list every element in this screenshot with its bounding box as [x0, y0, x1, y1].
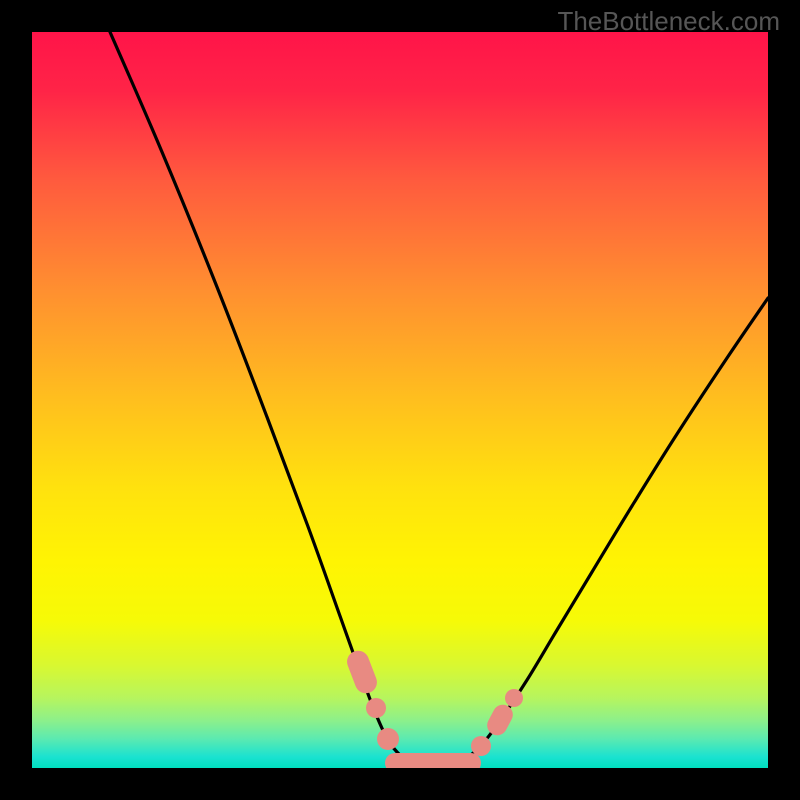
salmon-blob-0 — [385, 753, 481, 768]
stage: TheBottleneck.com — [0, 0, 800, 800]
watermark-text: TheBottleneck.com — [557, 6, 780, 37]
curve-path — [110, 32, 768, 767]
salmon-blob-6 — [505, 689, 523, 707]
salmon-blob-3 — [377, 728, 399, 750]
plot-area — [32, 32, 768, 768]
bottleneck-curve — [32, 32, 768, 768]
salmon-blob-4 — [471, 736, 491, 756]
salmon-blob-2 — [366, 698, 386, 718]
